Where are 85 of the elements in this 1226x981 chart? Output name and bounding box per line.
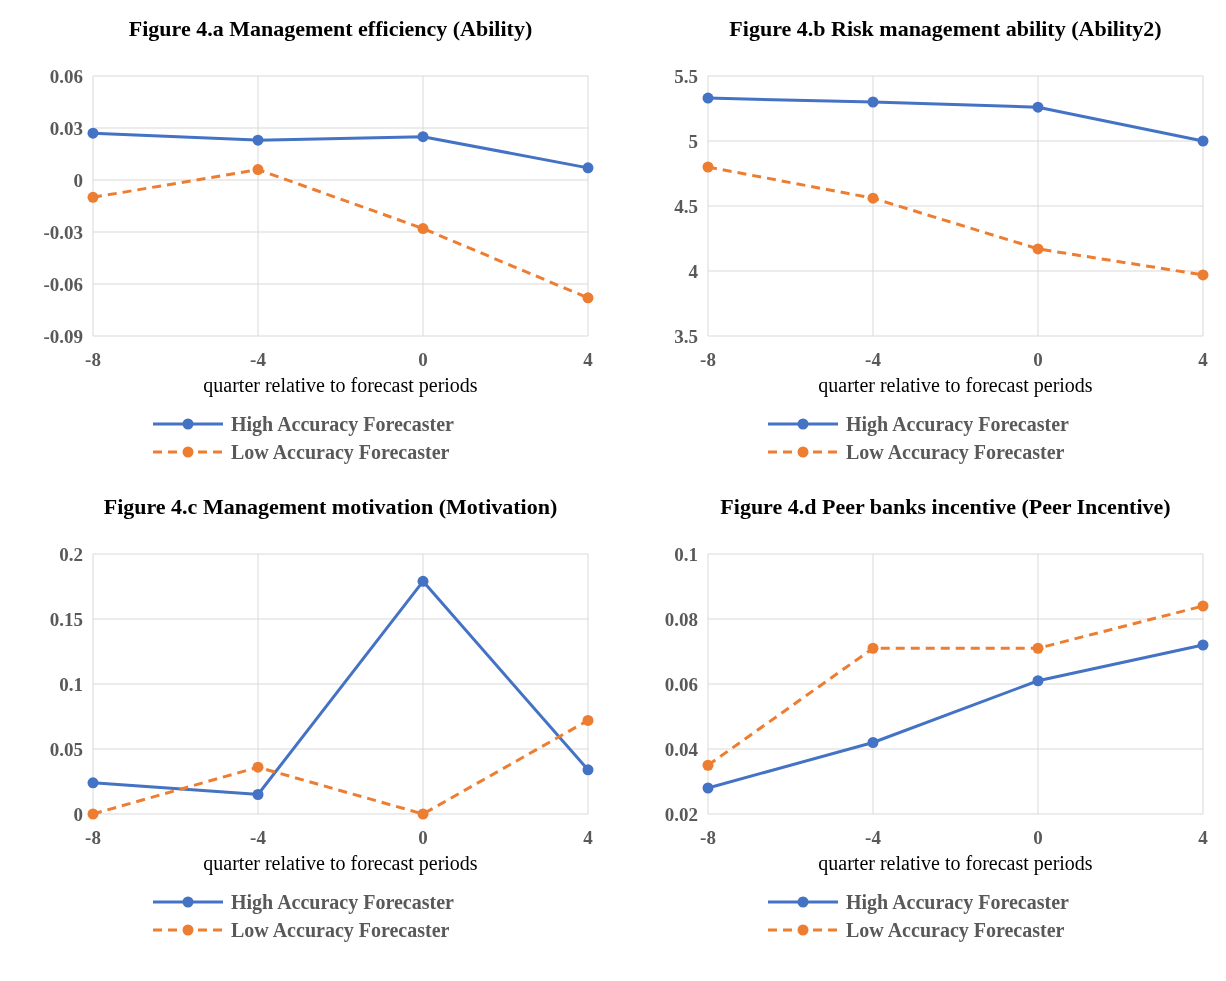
y-tick-label: 3.5 (674, 325, 698, 347)
legend-label: Low Accuracy Forecaster (846, 919, 1065, 942)
legend-label: Low Accuracy Forecaster (231, 919, 450, 942)
y-tick-label: 5 (688, 130, 698, 152)
point (582, 162, 594, 174)
legend-label: Low Accuracy Forecaster (231, 441, 450, 464)
point (252, 789, 264, 800)
x-tick-label: 0 (1033, 349, 1043, 370)
y-tick-label: 0.2 (59, 543, 83, 565)
y-tick-label: 0.03 (49, 117, 83, 139)
point (867, 737, 879, 748)
x-tick-label: 0 (418, 349, 428, 370)
point (1197, 135, 1209, 147)
point (417, 223, 429, 235)
chart-title: Figure 4.d Peer banks incentive (Peer Incentive) (720, 494, 1171, 519)
point (702, 92, 714, 104)
point (582, 292, 594, 304)
y-tick-label: -0.09 (43, 325, 83, 347)
chart-title: Figure 4.c Management motivation (Motivation) (103, 494, 558, 519)
point (87, 127, 99, 139)
x-axis-title: quarter relative to forecast periods (818, 852, 1093, 875)
x-tick-label: -4 (865, 827, 882, 848)
x-axis-title: quarter relative to forecast periods (818, 374, 1093, 397)
x-tick-label: 4 (583, 827, 594, 848)
y-tick-label: 0.04 (664, 738, 699, 760)
x-tick-label: -8 (85, 827, 101, 848)
y-tick-label: 0.15 (49, 608, 83, 630)
point (867, 642, 879, 654)
point (1197, 269, 1209, 281)
y-tick-label: 0 (73, 169, 83, 191)
y-tick-label: 0 (73, 803, 83, 825)
x-tick-label: -4 (250, 827, 267, 848)
y-tick-label: -0.03 (43, 221, 83, 243)
legend-label: High Accuracy Forecaster (846, 413, 1070, 436)
x-tick-label: -8 (700, 827, 716, 848)
y-tick-label: 0.05 (49, 738, 83, 760)
point (252, 761, 264, 773)
point (417, 575, 429, 587)
point (1032, 675, 1044, 687)
point (1032, 642, 1044, 654)
y-tick-label: 0.06 (49, 65, 83, 87)
y-tick-label: 5.5 (674, 65, 698, 87)
x-tick-label: 4 (583, 349, 594, 370)
point (87, 777, 99, 789)
legend-label: High Accuracy Forecaster (231, 891, 455, 914)
x-tick-label: 0 (1033, 827, 1043, 848)
point (1197, 600, 1209, 612)
x-axis-title: quarter relative to forecast periods (203, 374, 478, 397)
point (582, 764, 594, 776)
point (582, 714, 594, 726)
y-tick-label: 0.08 (664, 608, 698, 630)
y-tick-label: 4.5 (674, 195, 698, 217)
x-tick-label: -8 (85, 349, 101, 370)
y-tick-label: 0.1 (59, 673, 83, 695)
point (1032, 243, 1044, 255)
point (87, 808, 99, 820)
chart-title: Figure 4.b Risk management ability (Ability2) (729, 16, 1162, 41)
point (1197, 639, 1209, 651)
x-tick-label: -8 (700, 349, 716, 370)
y-tick-label: 4 (688, 260, 699, 282)
point (867, 192, 879, 204)
point (417, 131, 429, 143)
point (702, 759, 714, 771)
point (1032, 101, 1044, 113)
legend-label: High Accuracy Forecaster (846, 891, 1070, 914)
point (867, 96, 879, 108)
chart-title: Figure 4.a Management efficiency (Ability) (128, 16, 533, 41)
x-axis-title: quarter relative to forecast periods (203, 852, 478, 875)
point (702, 161, 714, 173)
x-tick-label: -4 (250, 349, 267, 370)
point (417, 808, 429, 820)
point (252, 134, 264, 146)
legend-label: Low Accuracy Forecaster (846, 441, 1065, 464)
point (702, 782, 714, 794)
y-tick-label: 0.02 (664, 803, 698, 825)
legend-label: High Accuracy Forecaster (231, 413, 455, 436)
y-tick-label: 0.1 (674, 543, 698, 565)
x-tick-label: 4 (1198, 827, 1209, 848)
x-tick-label: 4 (1198, 349, 1209, 370)
x-tick-label: 0 (418, 827, 428, 848)
point (87, 191, 99, 203)
y-tick-label: -0.06 (43, 273, 83, 295)
point (252, 164, 264, 176)
x-tick-label: -4 (865, 349, 882, 370)
y-tick-label: 0.06 (664, 673, 698, 695)
